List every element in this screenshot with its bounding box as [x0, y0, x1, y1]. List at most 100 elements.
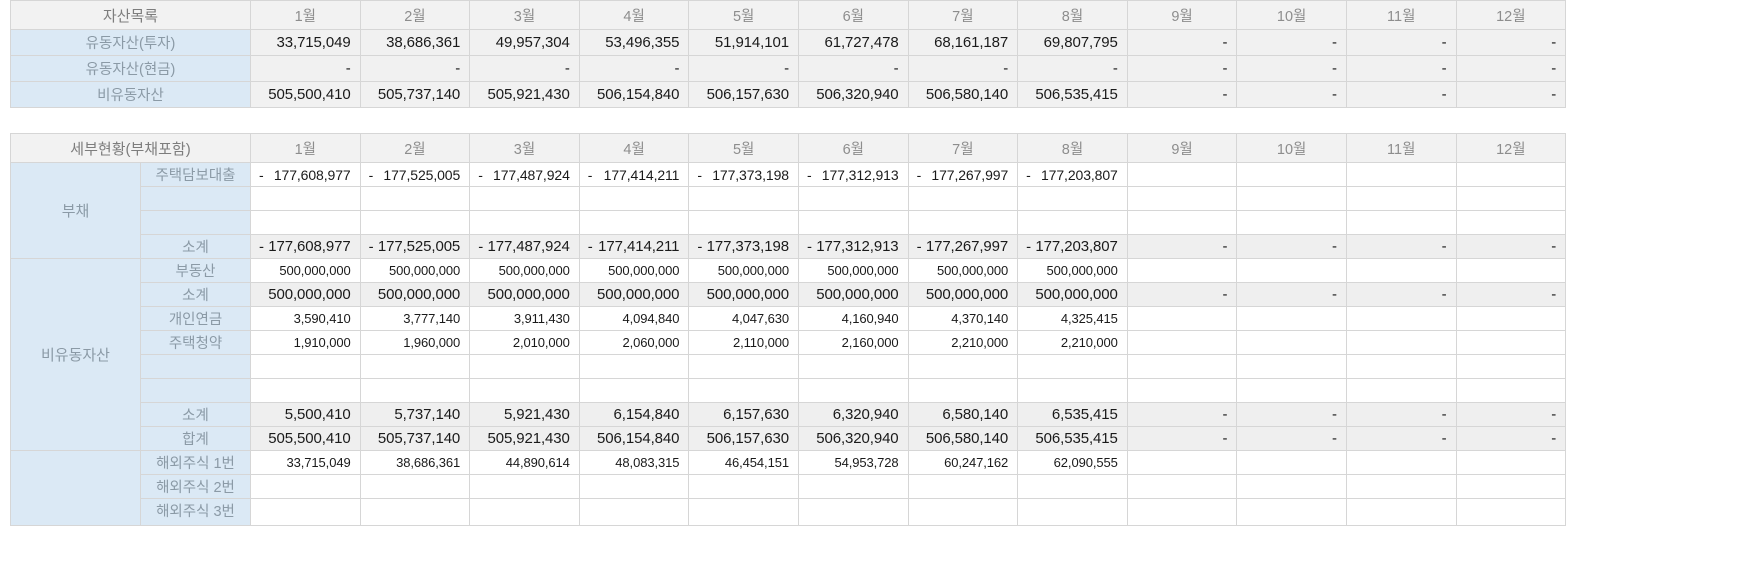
- detail-cell-r10-c9[interactable]: [1126, 378, 1238, 403]
- summary-cell-r2-c12[interactable]: -: [1455, 55, 1567, 82]
- detail-month-header-10[interactable]: 10월: [1236, 133, 1347, 163]
- summary-cell-r3-c12[interactable]: -: [1455, 81, 1567, 108]
- detail-cell-r6-c10[interactable]: -: [1236, 282, 1347, 307]
- detail-cell-r5-c12[interactable]: [1455, 258, 1567, 283]
- detail-cell-r6-c1[interactable]: 500,000,000: [250, 282, 361, 307]
- summary-cell-r1-c3[interactable]: 49,957,304: [469, 29, 580, 56]
- detail-cell-r13-c2[interactable]: 38,686,361: [359, 450, 471, 475]
- summary-cell-r2-c5[interactable]: -: [688, 55, 799, 82]
- detail-month-header-1[interactable]: 1월: [250, 133, 361, 163]
- summary-cell-r3-c8[interactable]: 506,535,415: [1017, 81, 1128, 108]
- detail-row[interactable]: [11, 378, 1567, 403]
- detail-cell-r14-c8[interactable]: [1017, 474, 1128, 499]
- detail-row-label[interactable]: 합계: [140, 426, 251, 451]
- detail-cell-r15-c10[interactable]: [1236, 498, 1347, 526]
- detail-cell-r1-c7[interactable]: -177,267,997: [907, 162, 1019, 187]
- detail-cell-r10-c1[interactable]: [250, 378, 361, 403]
- summary-month-header-6[interactable]: 6월: [797, 0, 909, 30]
- detail-cell-r12-c5[interactable]: 506,157,630: [688, 426, 799, 451]
- detail-row[interactable]: 비유동자산 부동산 500,000,000 500,000,000 500,000,00…: [10, 258, 1567, 451]
- summary-cell-r2-c9[interactable]: -: [1126, 55, 1238, 82]
- detail-cell-r4-c12[interactable]: -: [1455, 234, 1567, 259]
- detail-cell-r13-c9[interactable]: [1126, 450, 1238, 475]
- detail-cell-r1-c8[interactable]: -177,203,807: [1017, 162, 1128, 187]
- detail-cell-r7-c4[interactable]: 4,094,840: [578, 306, 690, 331]
- detail-cell-r2-c11[interactable]: [1345, 186, 1457, 211]
- detail-cell-r7-c2[interactable]: 3,777,140: [359, 306, 471, 331]
- detail-row[interactable]: 부채 주택담보대출 -177,608,977-177,525,005-177,487…: [10, 162, 1567, 259]
- detail-cell-r5-c1[interactable]: 500,000,000: [250, 258, 361, 283]
- summary-cell-r2-c4[interactable]: -: [578, 55, 690, 82]
- detail-cell-r12-c10[interactable]: -: [1236, 426, 1347, 451]
- detail-cell-r10-c4[interactable]: [578, 378, 690, 403]
- detail-cell-r3-c3[interactable]: [469, 210, 580, 235]
- detail-cell-r3-c9[interactable]: [1126, 210, 1238, 235]
- detail-cell-r8-c6[interactable]: 2,160,000: [797, 330, 909, 355]
- detail-cell-r15-c3[interactable]: [469, 498, 580, 526]
- detail-cell-r13-c12[interactable]: [1455, 450, 1567, 475]
- detail-row-label[interactable]: 부동산: [140, 258, 251, 283]
- summary-cell-r1-c6[interactable]: 61,727,478: [797, 29, 909, 56]
- detail-cell-r12-c4[interactable]: 506,154,840: [578, 426, 690, 451]
- detail-row-label[interactable]: 소계: [140, 282, 251, 307]
- detail-cell-r15-c2[interactable]: [359, 498, 471, 526]
- detail-cell-r3-c8[interactable]: [1017, 210, 1128, 235]
- detail-row-label[interactable]: [140, 378, 251, 403]
- summary-month-header-5[interactable]: 5월: [688, 0, 799, 30]
- summary-cell-r1-c5[interactable]: 51,914,101: [688, 29, 799, 56]
- detail-cell-r3-c5[interactable]: [688, 210, 799, 235]
- detail-cell-r10-c7[interactable]: [907, 378, 1019, 403]
- detail-cell-r11-c5[interactable]: 6,157,630: [688, 402, 799, 427]
- detail-cell-r6-c9[interactable]: -: [1126, 282, 1238, 307]
- detail-cell-r7-c7[interactable]: 4,370,140: [907, 306, 1019, 331]
- detail-month-header-9[interactable]: 9월: [1126, 133, 1238, 163]
- detail-cell-r2-c12[interactable]: [1455, 186, 1567, 211]
- summary-month-header-8[interactable]: 8월: [1017, 0, 1128, 30]
- detail-cell-r7-c10[interactable]: [1236, 306, 1347, 331]
- detail-row[interactable]: 주택청약 1,910,000 1,960,000 2,010,000 2,060,000…: [11, 330, 1567, 355]
- summary-cell-r1-c1[interactable]: 33,715,049: [250, 29, 361, 56]
- summary-month-header-4[interactable]: 4월: [578, 0, 690, 30]
- detail-cell-r3-c11[interactable]: [1345, 210, 1457, 235]
- summary-cell-r1-c7[interactable]: 68,161,187: [907, 29, 1019, 56]
- detail-cell-r13-c10[interactable]: [1236, 450, 1347, 475]
- detail-row[interactable]: 해외주식 3번: [11, 498, 1567, 526]
- summary-cell-r2-c8[interactable]: -: [1017, 55, 1128, 82]
- summary-cell-r2-c11[interactable]: -: [1345, 55, 1457, 82]
- detail-row[interactable]: [11, 210, 1567, 235]
- detail-cell-r7-c11[interactable]: [1345, 306, 1457, 331]
- detail-cell-r8-c8[interactable]: 2,210,000: [1017, 330, 1128, 355]
- detail-cell-r6-c2[interactable]: 500,000,000: [359, 282, 471, 307]
- detail-cell-r2-c8[interactable]: [1017, 186, 1128, 211]
- summary-cell-r3-c5[interactable]: 506,157,630: [688, 81, 799, 108]
- detail-cell-r6-c3[interactable]: 500,000,000: [469, 282, 580, 307]
- summary-row-label[interactable]: 비유동자산: [10, 81, 251, 108]
- detail-cell-r12-c1[interactable]: 505,500,410: [250, 426, 361, 451]
- detail-cell-r11-c1[interactable]: 5,500,410: [250, 402, 361, 427]
- detail-cell-r8-c10[interactable]: [1236, 330, 1347, 355]
- detail-cell-r11-c12[interactable]: -: [1455, 402, 1567, 427]
- detail-month-header-12[interactable]: 12월: [1455, 133, 1567, 163]
- detail-cell-r2-c9[interactable]: [1126, 186, 1238, 211]
- detail-cell-r9-c10[interactable]: [1236, 354, 1347, 379]
- detail-month-header-4[interactable]: 4월: [578, 133, 690, 163]
- detail-cell-r13-c3[interactable]: 44,890,614: [469, 450, 580, 475]
- detail-cell-r5-c5[interactable]: 500,000,000: [688, 258, 799, 283]
- detail-cell-r8-c7[interactable]: 2,210,000: [907, 330, 1019, 355]
- detail-row[interactable]: [11, 186, 1567, 211]
- detail-cell-r15-c9[interactable]: [1126, 498, 1238, 526]
- detail-cell-r3-c4[interactable]: [578, 210, 690, 235]
- detail-cell-r2-c6[interactable]: [797, 186, 909, 211]
- detail-row-label[interactable]: 주택담보대출: [140, 162, 251, 187]
- detail-cell-r14-c9[interactable]: [1126, 474, 1238, 499]
- detail-cell-r10-c11[interactable]: [1345, 378, 1457, 403]
- summary-cell-r3-c11[interactable]: -: [1345, 81, 1457, 108]
- detail-cell-r14-c11[interactable]: [1345, 474, 1457, 499]
- detail-cell-r10-c2[interactable]: [359, 378, 471, 403]
- detail-cell-r5-c11[interactable]: [1345, 258, 1457, 283]
- summary-cell-r1-c8[interactable]: 69,807,795: [1017, 29, 1128, 56]
- detail-cell-r11-c3[interactable]: 5,921,430: [469, 402, 580, 427]
- summary-cell-r2-c1[interactable]: -: [250, 55, 361, 82]
- detail-cell-r1-c1[interactable]: -177,608,977: [250, 162, 361, 187]
- detail-month-header-6[interactable]: 6월: [797, 133, 909, 163]
